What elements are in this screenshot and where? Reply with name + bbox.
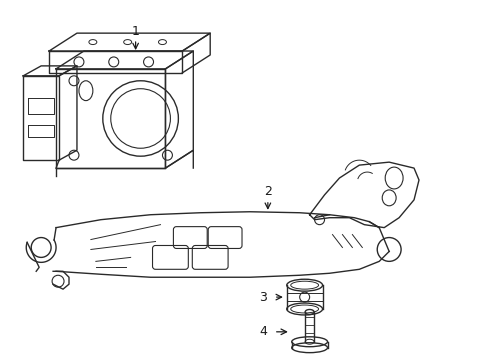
- Text: 3: 3: [259, 291, 266, 303]
- Text: 1: 1: [131, 24, 139, 38]
- Text: 2: 2: [264, 185, 271, 198]
- Text: 4: 4: [259, 325, 266, 338]
